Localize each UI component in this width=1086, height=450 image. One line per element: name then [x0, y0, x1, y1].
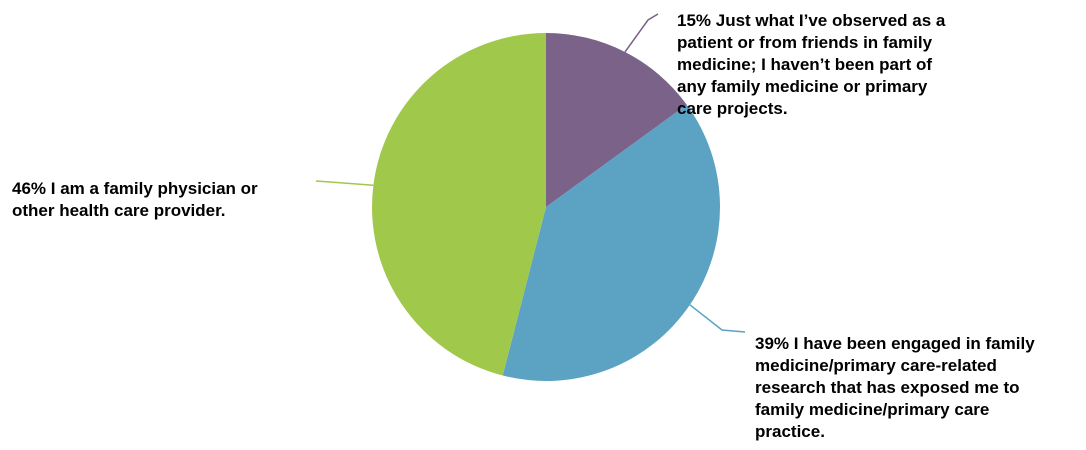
slice-label-line: 46% I am a family physician or [12, 179, 258, 198]
leader-line [315, 180, 374, 186]
slice-label-line: 39% I have been engaged in family [755, 334, 1035, 353]
slice-label-line: research that has exposed me to [755, 378, 1020, 397]
leader-lines [315, 13, 746, 333]
slice-label-line: other health care provider. [12, 201, 226, 220]
pie-slice-observed [546, 33, 687, 207]
pie-slice-research [502, 104, 720, 381]
slice-label-physician: 46% I am a family physician or other hea… [12, 178, 258, 222]
slice-label-line: care projects. [677, 99, 788, 118]
leader-line [624, 13, 659, 53]
slice-label-line: practice. [755, 422, 825, 441]
slice-label-line: any family medicine or primary [677, 77, 928, 96]
slice-label-observed: 15% Just what I’ve observed as a patient… [677, 10, 945, 120]
pie-slice-physician [372, 33, 546, 376]
slice-label-line: medicine/primary care-related [755, 356, 997, 375]
pie-slices [372, 33, 720, 381]
slice-label-line: family medicine/primary care [755, 400, 990, 419]
slice-label-line: patient or from friends in family [677, 33, 933, 52]
slice-label-research: 39% I have been engaged in family medici… [755, 333, 1035, 443]
slice-label-line: 15% Just what I’ve observed as a [677, 11, 946, 30]
leader-line [689, 304, 746, 333]
slice-label-line: medicine; I haven’t been part of [677, 55, 933, 74]
